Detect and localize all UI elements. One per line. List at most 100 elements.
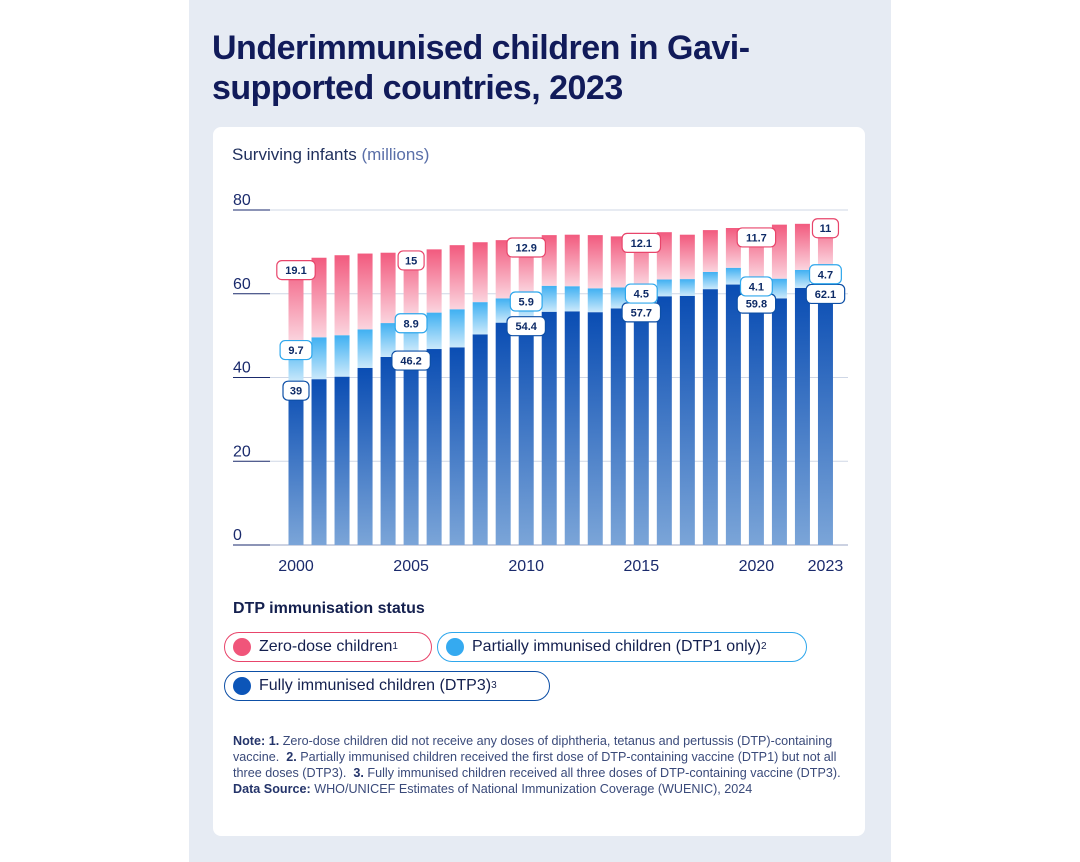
bar-partial-2012 — [564, 286, 580, 312]
value-label-full-2020: 59.8 — [746, 299, 767, 311]
note-3-text: Fully immunised children received all th… — [367, 766, 841, 780]
value-label-full-2000: 39 — [290, 386, 302, 398]
bar-full-2022 — [794, 287, 810, 545]
bar-full-2000 — [288, 381, 304, 545]
bar-zero-2001 — [311, 257, 327, 338]
bar-partial-2006 — [426, 312, 442, 350]
label-pill-zero-2015 — [621, 232, 662, 253]
label-pill-zero-2000 — [276, 259, 316, 281]
bar-zero-2022 — [794, 223, 810, 270]
value-label-full-2010: 54.4 — [515, 321, 537, 333]
y-axis-unit: (millions) — [361, 145, 430, 164]
zero-dose-swatch-icon — [233, 638, 251, 656]
bars — [288, 219, 833, 545]
bar-partial-2021 — [771, 278, 787, 299]
bar-zero-2018 — [702, 230, 718, 272]
x-tick-label-2005: 2005 — [393, 558, 429, 575]
label-pill-partial-2000 — [279, 339, 313, 361]
value-label-partial-2023: 4.7 — [818, 269, 833, 281]
label-pill-partial-2020 — [739, 276, 773, 297]
bar-zero-2006 — [426, 249, 442, 313]
x-tick-label-2020: 2020 — [739, 558, 775, 575]
label-pill-zero-2023 — [811, 218, 840, 239]
x-tick-label-2023: 2023 — [808, 558, 844, 575]
y-tick-label: 40 — [233, 360, 251, 377]
data-source: Data Source: WHO/UNICEF Estimates of Nat… — [233, 781, 853, 797]
bar-zero-2004 — [380, 252, 396, 324]
bar-full-2002 — [334, 376, 350, 545]
bar-full-2012 — [564, 311, 580, 545]
chart-notes: Note: 1. Zero-dose children did not rece… — [233, 733, 853, 797]
value-label-partial-2005: 8.9 — [403, 318, 418, 330]
label-pill-full-2000 — [282, 380, 310, 401]
value-label-zero-2005: 15 — [405, 255, 417, 267]
bar-zero-2012 — [564, 234, 580, 287]
bar-partial-2008 — [472, 302, 488, 335]
value-label-zero-2015: 12.1 — [631, 238, 652, 250]
bar-full-2006 — [426, 349, 442, 545]
x-tick-label-2010: 2010 — [508, 558, 544, 575]
legend-full-label: Fully immunised children (DTP3) — [259, 677, 492, 694]
bar-partial-2019 — [725, 267, 741, 285]
bar-full-2011 — [541, 311, 557, 545]
full-swatch-icon — [233, 677, 251, 695]
bar-partial-2003 — [357, 329, 373, 368]
bar-full-2014 — [610, 308, 626, 545]
bar-zero-2000 — [288, 261, 304, 342]
label-pill-partial-2023 — [808, 264, 842, 285]
x-axis-labels: 2000 2005 2010 2015 2020 2023 — [278, 558, 843, 575]
bar-zero-2009 — [495, 240, 511, 299]
label-pill-full-2010 — [506, 316, 547, 337]
y-tick-label: 60 — [233, 276, 251, 293]
page-title: Underimmunised children in Gavi-supporte… — [212, 29, 750, 107]
bar-full-2021 — [771, 298, 787, 545]
bar-zero-2003 — [357, 253, 373, 330]
label-pill-partial-2010 — [509, 291, 543, 312]
value-label-partial-2015: 4.5 — [634, 289, 649, 301]
value-label-partial-2020: 4.1 — [749, 281, 764, 293]
value-label-full-2015: 57.7 — [631, 307, 652, 319]
note-label: Note: — [233, 734, 266, 748]
note-paragraph: Note: 1. Zero-dose children did not rece… — [233, 733, 853, 781]
label-pill-zero-2010 — [506, 237, 547, 258]
bar-partial-2022 — [794, 269, 810, 288]
bar-partial-2001 — [311, 337, 327, 380]
note-3-number: 3. — [353, 766, 364, 780]
bar-full-2018 — [702, 289, 718, 545]
bar-zero-2008 — [472, 242, 488, 303]
bar-full-2017 — [679, 295, 695, 545]
stacked-bar-chart: 0 20 40 60 80 39 9.7 19.1 46.2 8.9 15 54.4 5.9 12.9 5… — [233, 192, 848, 575]
bar-partial-2014 — [610, 287, 626, 309]
value-labels: 39 9.7 19.1 46.2 8.9 15 54.4 5.9 12.9 57.7 4.5 12.1… — [276, 218, 846, 401]
bar-zero-2013 — [587, 235, 603, 289]
bar-partial-2011 — [541, 285, 557, 312]
legend-fully-immunised: Fully immunised children (DTP3) 3 — [224, 671, 550, 701]
value-label-partial-2010: 5.9 — [519, 296, 534, 308]
x-tick-label-2000: 2000 — [278, 558, 314, 575]
bar-full-2023 — [817, 284, 833, 545]
y-axis-title: Surviving infants (millions) — [232, 145, 429, 165]
note-1-text: Zero-dose children did not receive any d… — [233, 734, 833, 764]
legend-partially-immunised: Partially immunised children (DTP1 only)… — [437, 632, 807, 662]
label-pill-zero-2005 — [397, 250, 425, 271]
data-source-text: WHO/UNICEF Estimates of National Immuniz… — [314, 782, 753, 796]
legend-partial-label: Partially immunised children (DTP1 only) — [472, 638, 761, 655]
value-label-zero-2000: 19.1 — [285, 265, 306, 277]
bar-full-2001 — [311, 379, 327, 545]
bar-full-2005 — [403, 351, 419, 545]
value-label-full-2005: 46.2 — [400, 356, 421, 368]
y-tick-label: 0 — [233, 527, 242, 544]
label-pill-zero-2020 — [736, 227, 777, 248]
bar-full-2007 — [449, 347, 465, 545]
y-tick-label: 80 — [233, 192, 251, 209]
legend-zero-dose: Zero-dose children 1 — [224, 632, 432, 662]
note-2-text: Partially immunised children received th… — [233, 750, 837, 780]
label-pill-full-2005 — [391, 350, 431, 371]
bar-zero-2002 — [334, 255, 350, 336]
bar-partial-2018 — [702, 271, 718, 290]
label-pill-full-2023 — [805, 283, 846, 305]
y-tick-label: 20 — [233, 443, 251, 460]
value-label-zero-2010: 12.9 — [515, 242, 536, 254]
bar-partial-2013 — [587, 288, 603, 313]
data-source-label: Data Source: — [233, 782, 311, 796]
